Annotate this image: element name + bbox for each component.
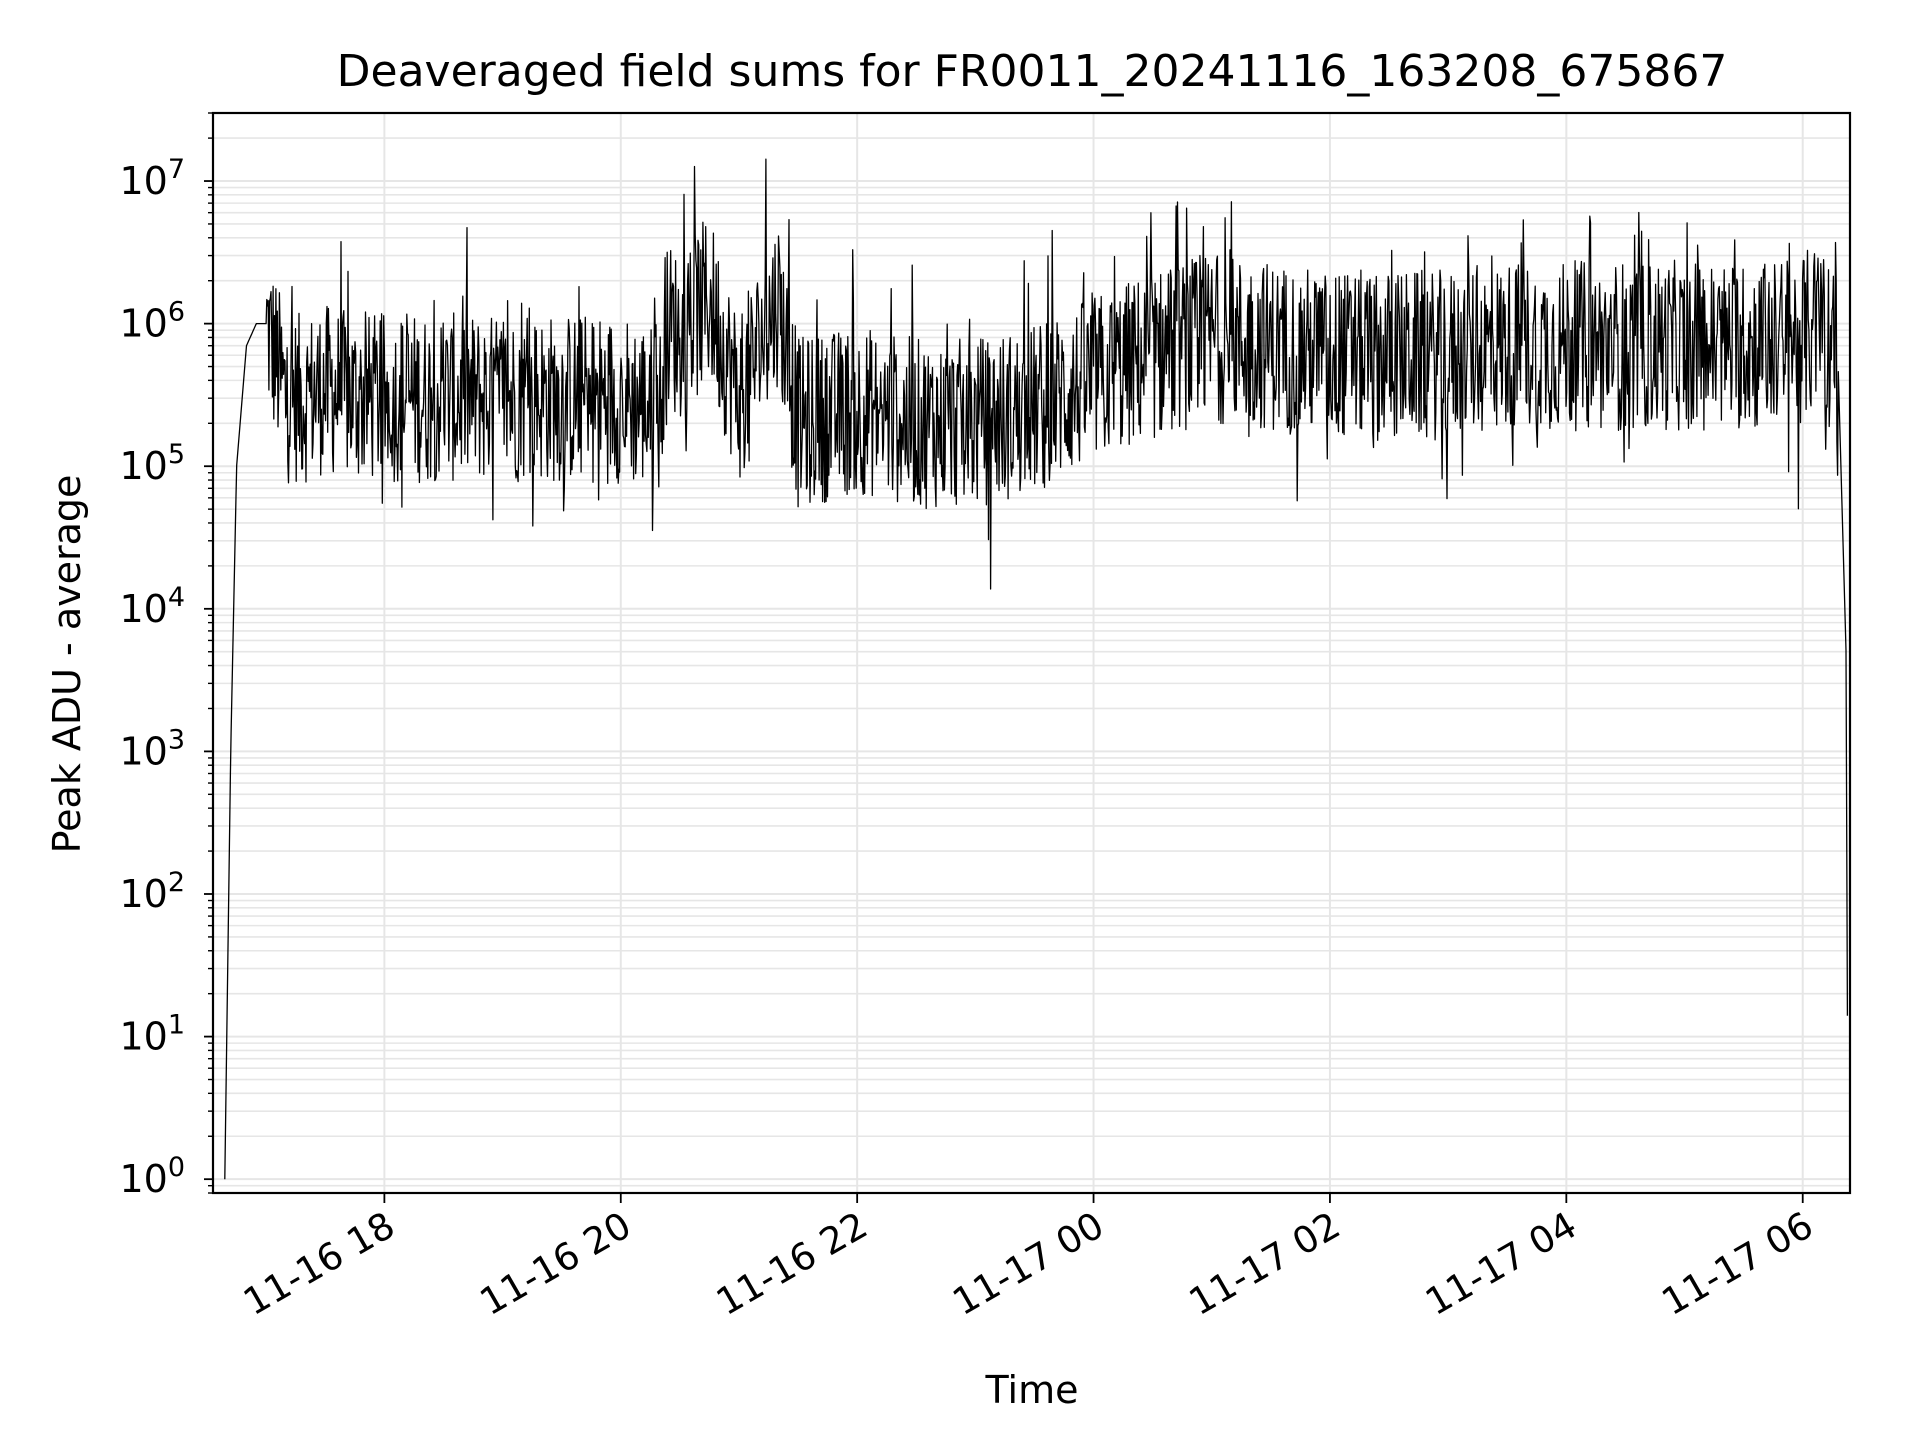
y-tick-label: 105: [119, 439, 185, 488]
y-tick-label: 106: [119, 297, 185, 346]
x-tick-label: 11-17 02: [1182, 1204, 1348, 1324]
plot-frame: [211, 111, 1852, 1195]
y-tick-label: 107: [119, 154, 185, 203]
chart-title: Deaveraged field sums for FR0011_2024111…: [337, 46, 1728, 97]
x-tick-label: 11-17 06: [1655, 1204, 1821, 1324]
y-tick-label: 101: [119, 1010, 185, 1059]
x-tick-label: 11-16 18: [236, 1204, 402, 1324]
x-tick-label: 11-17 04: [1418, 1204, 1584, 1324]
x-tick-label: 11-16 22: [709, 1204, 875, 1324]
x-tick-labels: 11-16 18 11-16 20 11-16 22 11-17 00 11-17 02…: [236, 1204, 1820, 1324]
y-axis-label: Peak ADU - average: [45, 475, 89, 854]
major-grid: [213, 113, 1850, 1193]
x-tick-label: 11-16 20: [473, 1204, 639, 1324]
y-tick-label: 103: [119, 724, 185, 773]
data-line-group: [224, 158, 1849, 1180]
y-tick-label: 104: [119, 582, 185, 631]
y-tick-label: 102: [119, 867, 185, 916]
y-tick-label: 100: [119, 1152, 185, 1201]
minor-grid: [213, 112, 1850, 1194]
y-tick-labels: 100 101 102 103 104 105 106 107: [119, 154, 185, 1201]
tick-marks: [204, 112, 1804, 1203]
x-axis-label: Time: [985, 1368, 1079, 1412]
series-line: [224, 158, 1849, 1180]
x-tick-label: 11-17 00: [945, 1204, 1111, 1324]
